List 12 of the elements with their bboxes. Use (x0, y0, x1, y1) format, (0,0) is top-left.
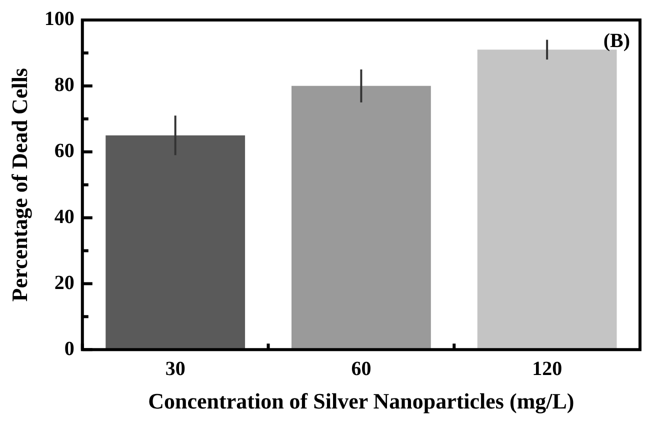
y-axis-title: Percentage of Dead Cells (6, 68, 32, 302)
y-tick-label: 60 (54, 140, 74, 162)
y-tick-label: 100 (44, 8, 74, 30)
x-axis-title: Concentration of Silver Nanoparticles (mg/L) (148, 388, 574, 414)
x-tick-label: 120 (532, 358, 562, 380)
y-tick-label: 20 (54, 272, 74, 294)
annotation: (B) (603, 30, 630, 52)
y-tick-label: 0 (64, 338, 74, 360)
x-tick-label: 30 (165, 358, 186, 380)
y-tick-label: 40 (54, 206, 74, 228)
x-tick-label: 60 (351, 358, 372, 380)
y-tick-label: 80 (54, 74, 74, 96)
